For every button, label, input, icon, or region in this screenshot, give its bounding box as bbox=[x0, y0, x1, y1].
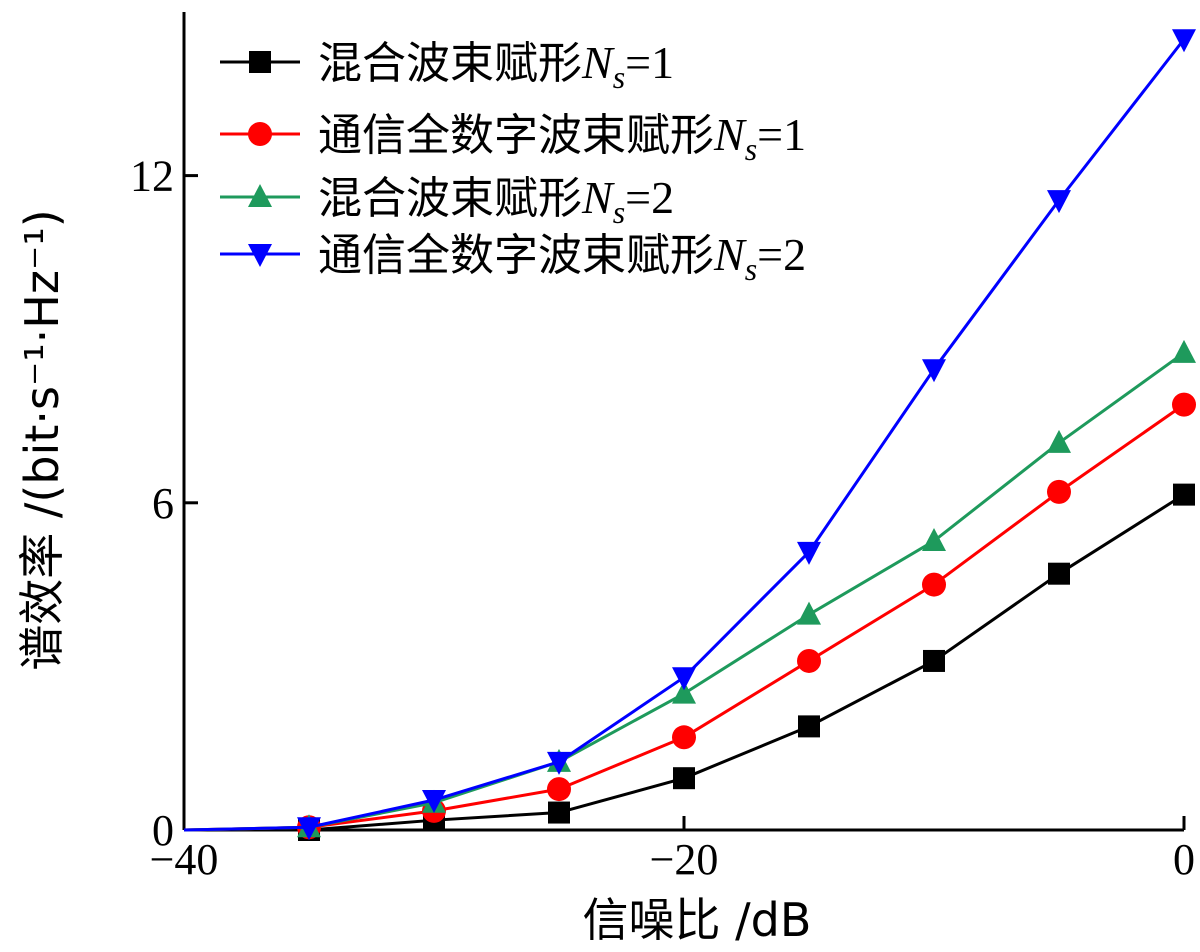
legend-math-sub: s bbox=[613, 194, 625, 230]
legend: 混合波束赋形Ns=1通信全数字波束赋形Ns=1混合波束赋形Ns=2通信全数字波束… bbox=[220, 37, 806, 287]
legend-label-text: 通信全数字波束赋形 bbox=[318, 110, 714, 161]
data-point bbox=[797, 648, 821, 673]
legend-marker bbox=[249, 51, 271, 73]
data-point bbox=[798, 715, 820, 738]
x-tick-label: −20 bbox=[650, 835, 719, 884]
legend-math-sub: s bbox=[745, 251, 757, 287]
data-point bbox=[673, 767, 695, 790]
data-point bbox=[672, 667, 696, 691]
axes: −40 −20 0 0 6 12 bbox=[130, 12, 1195, 884]
data-point bbox=[547, 777, 571, 802]
series-3 bbox=[183, 339, 1196, 838]
legend-marker bbox=[248, 244, 272, 267]
y-tick-label: 12 bbox=[130, 152, 174, 201]
data-point bbox=[1047, 190, 1071, 214]
data-point bbox=[797, 601, 821, 625]
series-layer bbox=[183, 29, 1196, 841]
legend-math-sub: s bbox=[613, 59, 625, 95]
series-4 bbox=[183, 29, 1196, 841]
data-point bbox=[1173, 483, 1195, 506]
data-point bbox=[922, 359, 946, 383]
series-line bbox=[183, 403, 1185, 832]
data-point bbox=[1047, 479, 1071, 504]
data-point bbox=[1172, 392, 1196, 417]
data-point bbox=[548, 801, 570, 824]
data-point bbox=[923, 649, 945, 672]
data-point bbox=[1172, 339, 1196, 363]
y-tick-label: 6 bbox=[152, 479, 174, 528]
data-point bbox=[1047, 429, 1071, 453]
legend-math-var: N bbox=[581, 172, 615, 223]
legend-item-3: 混合波束赋形Ns=2 bbox=[220, 172, 674, 230]
legend-math-eq: =2 bbox=[757, 229, 806, 280]
legend-item-1: 混合波束赋形Ns=1 bbox=[220, 37, 674, 95]
legend-label: 混合波束赋形Ns=1 bbox=[318, 37, 674, 95]
legend-item-2: 通信全数字波束赋形Ns=1 bbox=[220, 109, 806, 167]
data-point bbox=[1048, 562, 1070, 585]
data-point bbox=[297, 817, 321, 841]
data-point bbox=[797, 541, 821, 565]
data-point bbox=[672, 680, 696, 704]
x-tick-label: −40 bbox=[150, 835, 219, 884]
legend-math-eq: =2 bbox=[625, 172, 674, 223]
legend-math-eq: =1 bbox=[625, 37, 674, 88]
x-axis-title: 信噪比 /dB bbox=[583, 893, 812, 947]
y-axis-title: 谱效率 /(bit·s⁻¹·Hz⁻¹) bbox=[15, 209, 69, 670]
data-point bbox=[672, 725, 696, 750]
legend-math-var: N bbox=[713, 229, 747, 280]
legend-marker bbox=[248, 122, 272, 146]
data-point bbox=[922, 527, 946, 551]
legend-marker bbox=[248, 184, 272, 207]
legend-label-text: 混合波束赋形 bbox=[318, 173, 582, 224]
legend-math-sub: s bbox=[745, 131, 757, 167]
legend-item-4: 通信全数字波束赋形Ns=2 bbox=[220, 229, 806, 287]
legend-label: 通信全数字波束赋形Ns=2 bbox=[318, 229, 806, 287]
y-tick-label: 0 bbox=[152, 806, 174, 855]
legend-label-text: 混合波束赋形 bbox=[318, 38, 582, 89]
x-tick-label: 0 bbox=[1173, 835, 1195, 884]
series-1 bbox=[184, 483, 1195, 841]
legend-label: 通信全数字波束赋形Ns=1 bbox=[318, 109, 806, 167]
legend-label: 混合波束赋形Ns=2 bbox=[318, 172, 674, 230]
data-point bbox=[922, 572, 946, 597]
legend-math-eq: =1 bbox=[757, 109, 806, 160]
data-point bbox=[547, 751, 571, 775]
legend-math-var: N bbox=[713, 109, 747, 160]
legend-label-text: 通信全数字波束赋形 bbox=[318, 230, 714, 281]
data-point bbox=[422, 790, 446, 814]
legend-math-var: N bbox=[581, 37, 615, 88]
data-point bbox=[1172, 29, 1196, 53]
